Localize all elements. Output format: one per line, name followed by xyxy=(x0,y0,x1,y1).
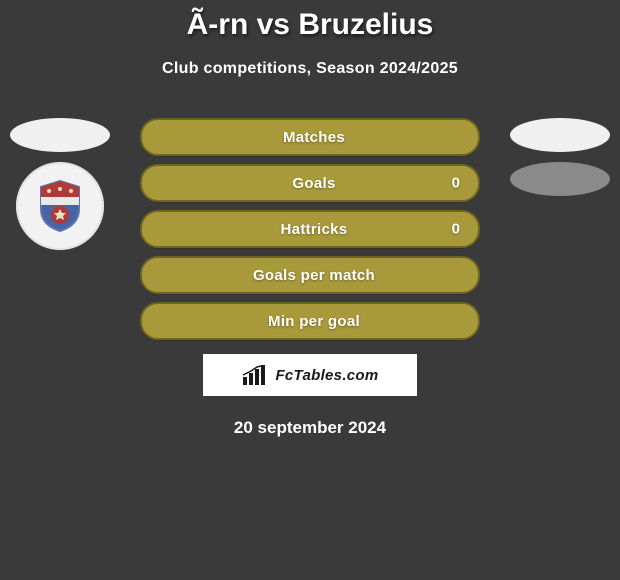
bars-icon xyxy=(241,365,269,385)
stat-bar-goals: Goals 0 xyxy=(140,164,480,202)
page-subtitle: Club competitions, Season 2024/2025 xyxy=(0,60,620,78)
shield-icon xyxy=(37,179,83,233)
comparison-card: Ã-rn vs Bruzelius Club competitions, Sea… xyxy=(0,0,620,78)
player-left-name-pill xyxy=(10,118,110,152)
date-text: 20 september 2024 xyxy=(140,418,480,438)
player-left-club-logo xyxy=(16,162,104,250)
player-right-club-pill xyxy=(510,162,610,196)
watermark-text: FcTables.com xyxy=(275,367,378,384)
player-left-column xyxy=(10,118,110,250)
player-right-column xyxy=(510,118,610,206)
stat-label: Hattricks xyxy=(281,221,348,238)
watermark: FcTables.com xyxy=(203,354,417,396)
stat-bar-goals-per-match: Goals per match xyxy=(140,256,480,294)
stat-bar-min-per-goal: Min per goal xyxy=(140,302,480,340)
stat-value: 0 xyxy=(452,221,460,238)
stat-value: 0 xyxy=(452,175,460,192)
page-title: Ã-rn vs Bruzelius xyxy=(0,0,620,42)
stat-bar-hattricks: Hattricks 0 xyxy=(140,210,480,248)
stat-label: Goals xyxy=(292,175,335,192)
stat-label: Goals per match xyxy=(253,267,375,284)
stat-bar-matches: Matches xyxy=(140,118,480,156)
stat-label: Min per goal xyxy=(268,313,360,330)
player-right-name-pill xyxy=(510,118,610,152)
stat-bars: Matches Goals 0 Hattricks 0 Goals per ma… xyxy=(140,118,480,438)
stat-label: Matches xyxy=(283,129,345,146)
